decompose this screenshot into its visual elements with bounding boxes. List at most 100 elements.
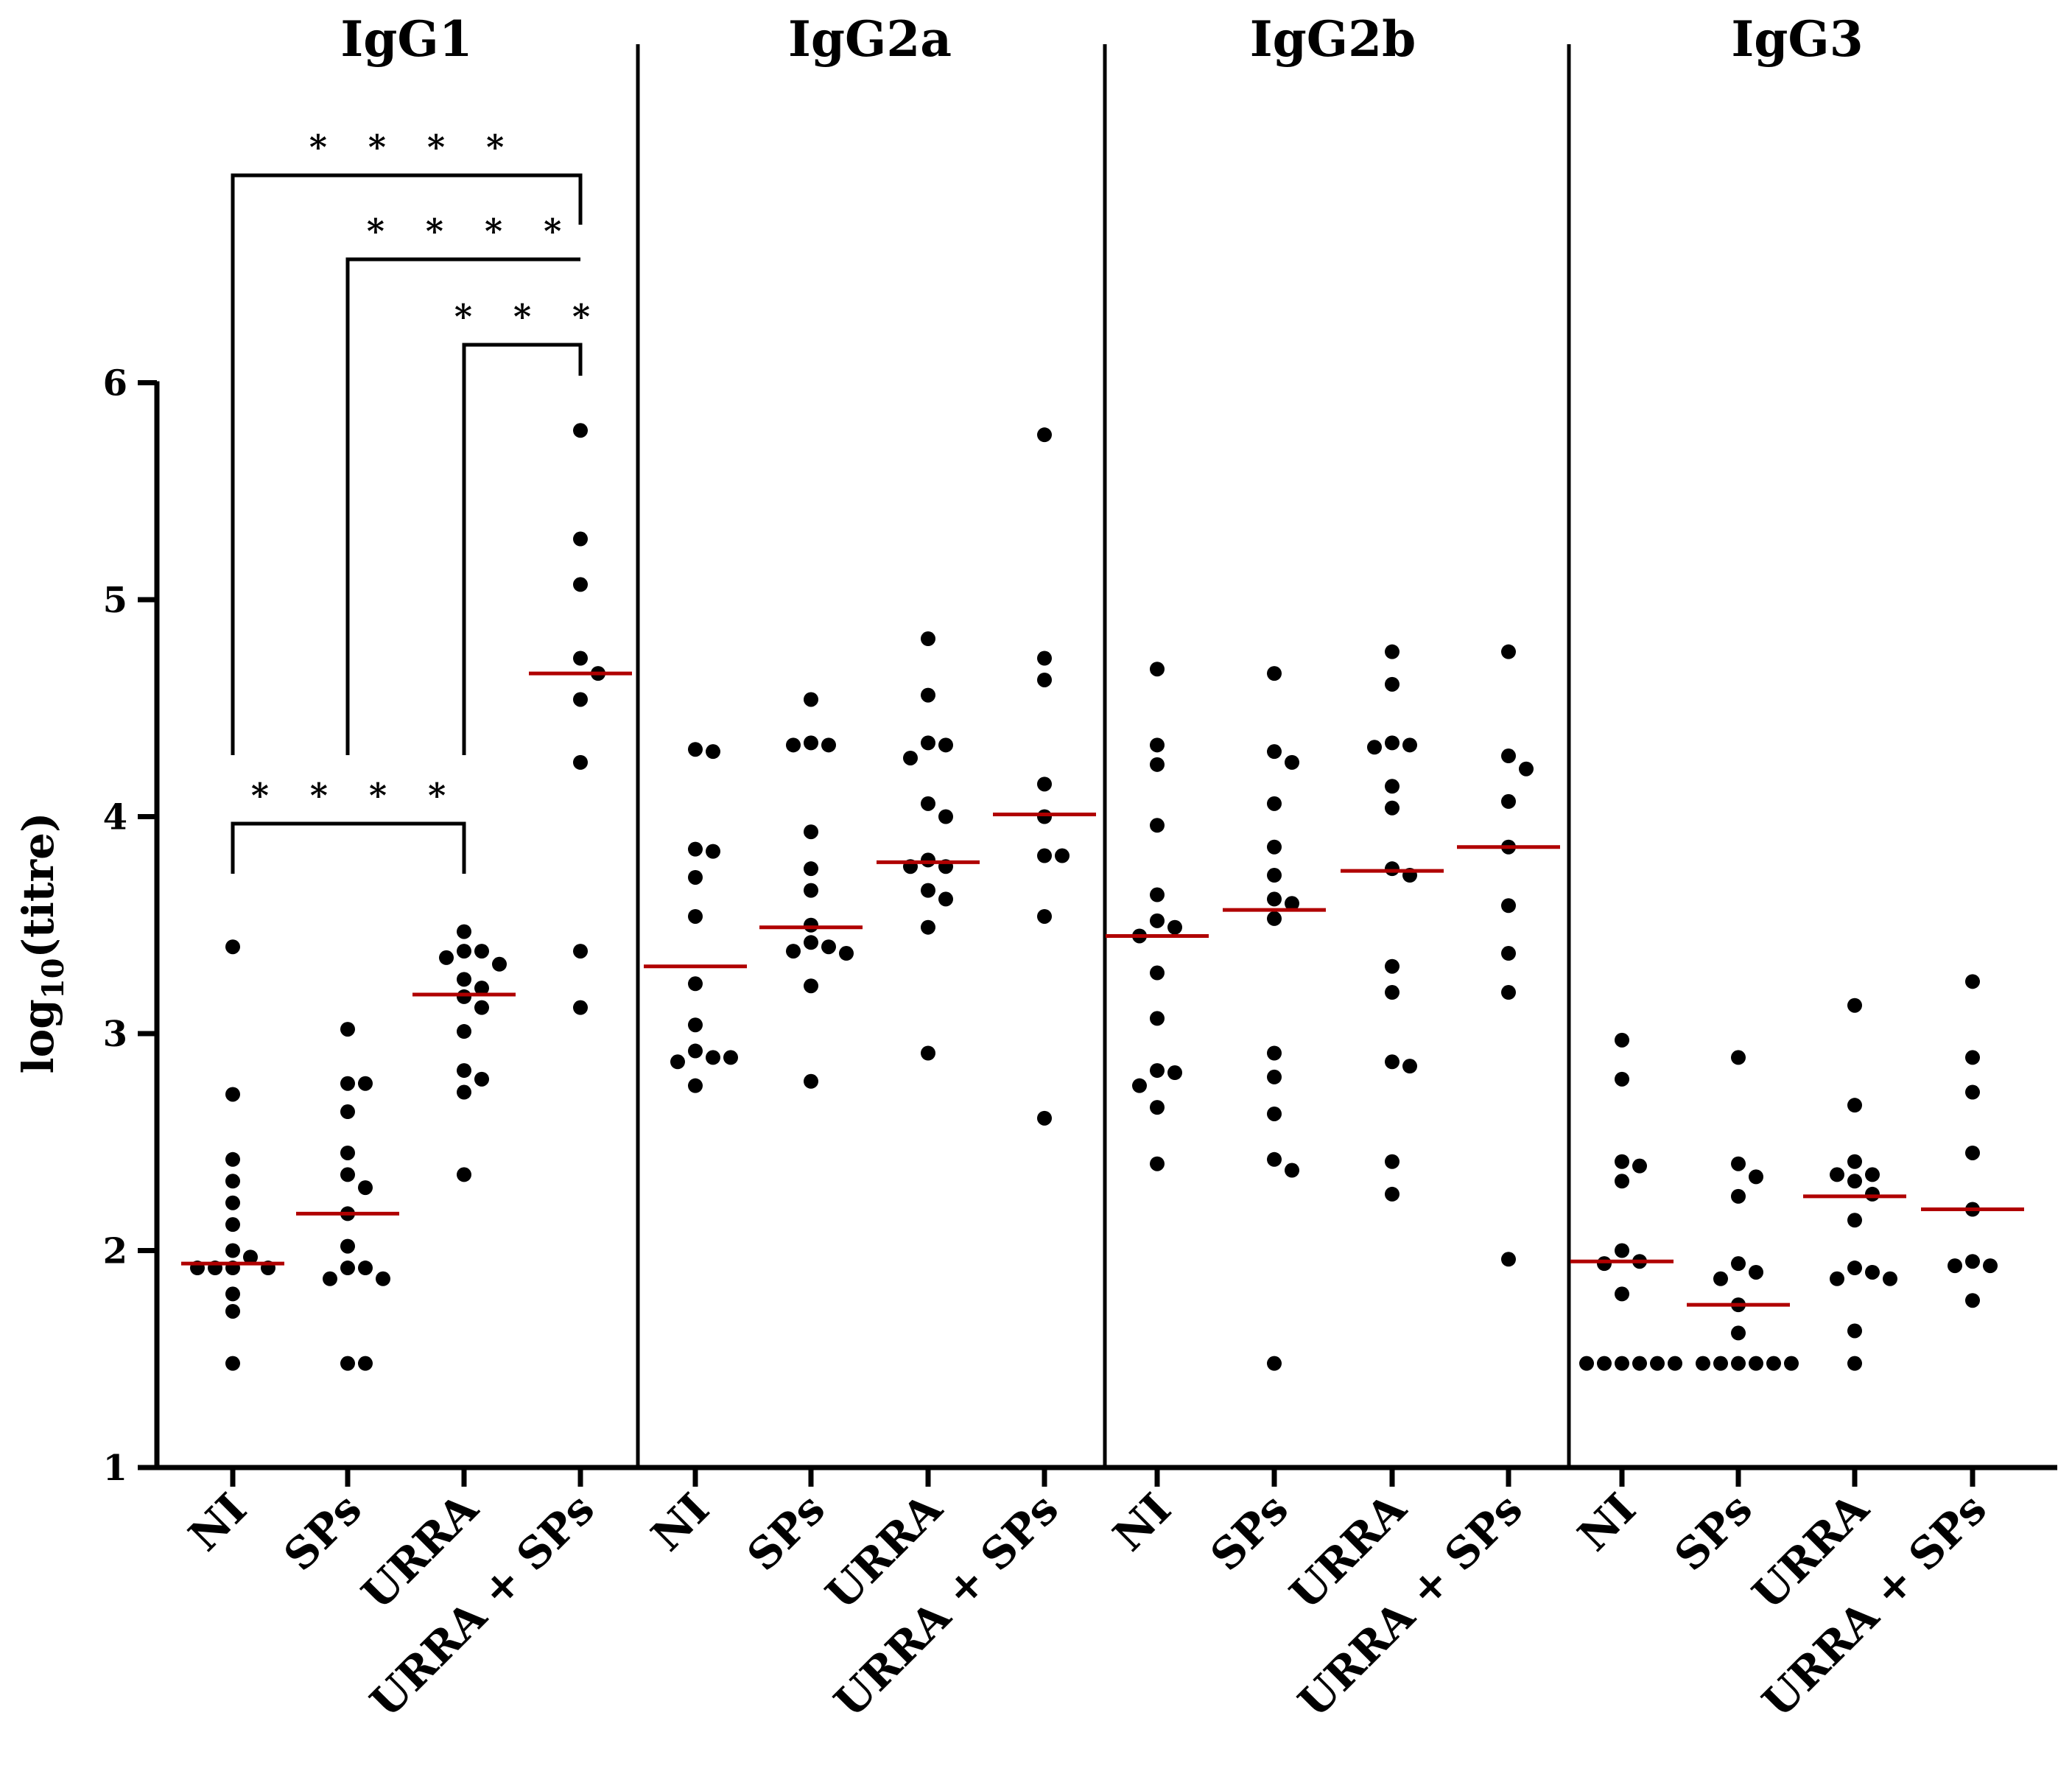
data-point	[1501, 985, 1516, 1000]
data-point	[573, 577, 588, 592]
data-point	[1385, 861, 1400, 877]
data-point	[1784, 1356, 1799, 1371]
data-point	[1285, 896, 1299, 911]
data-point	[786, 944, 801, 959]
data-point	[1668, 1356, 1682, 1371]
data-point	[1696, 1356, 1710, 1371]
data-point	[1037, 908, 1052, 924]
significance-bracket	[231, 821, 466, 874]
data-point	[340, 1356, 355, 1371]
data-point	[921, 735, 935, 751]
data-point	[358, 1356, 373, 1371]
x-tick-label: NI	[642, 1484, 719, 1561]
data-point	[706, 744, 720, 760]
data-point	[1385, 779, 1400, 794]
data-point	[1150, 1063, 1165, 1079]
data-point	[492, 956, 507, 972]
data-point	[1285, 754, 1299, 770]
data-point	[457, 989, 471, 1004]
data-point	[225, 939, 240, 955]
data-point	[1402, 737, 1417, 753]
data-point	[1597, 1356, 1612, 1371]
y-tick-label: 4	[103, 797, 127, 838]
data-point	[1847, 1154, 1862, 1169]
data-point	[804, 978, 818, 994]
data-point	[1267, 839, 1282, 855]
y-tick-label: 5	[103, 580, 127, 621]
data-point	[921, 631, 935, 647]
median-lines	[181, 671, 2024, 1307]
data-point	[225, 1217, 240, 1233]
data-point	[1367, 740, 1382, 755]
data-point	[1267, 911, 1282, 926]
data-point	[1983, 1258, 1998, 1274]
data-point	[474, 1071, 489, 1087]
data-point	[1830, 1167, 1844, 1182]
data-point	[921, 687, 935, 703]
data-point	[1385, 644, 1400, 659]
data-point	[706, 844, 720, 859]
data-point	[1883, 1271, 1897, 1286]
data-point	[1267, 1069, 1282, 1084]
data-point	[1150, 887, 1165, 902]
data-point	[1150, 1011, 1165, 1026]
data-point	[1579, 1356, 1594, 1371]
data-point	[1150, 913, 1165, 928]
data-point	[225, 1195, 240, 1210]
data-point	[1150, 662, 1165, 677]
data-point	[1267, 744, 1282, 760]
data-point	[1037, 427, 1052, 443]
data-point	[1267, 1356, 1282, 1371]
panel-titles: IgG1 IgG2a IgG2b IgG3	[340, 10, 1863, 68]
data-point	[921, 796, 935, 811]
data-point	[1632, 1356, 1647, 1371]
data-point	[457, 1024, 471, 1040]
data-point	[1037, 651, 1052, 666]
data-point	[1501, 898, 1516, 914]
data-point	[921, 919, 935, 935]
data-point	[573, 651, 588, 666]
data-point	[804, 1073, 818, 1089]
y-tick-label: 2	[103, 1231, 127, 1272]
data-point	[804, 917, 818, 933]
data-point	[1267, 666, 1282, 681]
data-point	[1965, 1254, 1980, 1269]
data-point	[1731, 1156, 1746, 1171]
data-point	[1597, 1256, 1612, 1272]
significance-label: * * * *	[367, 211, 576, 251]
data-point	[903, 750, 918, 765]
data-point	[1267, 891, 1282, 907]
significance-bracket	[231, 173, 583, 755]
data-point	[688, 976, 703, 992]
panel-title: IgG2b	[1250, 10, 1416, 68]
data-point	[1267, 1045, 1282, 1061]
data-point	[1650, 1356, 1665, 1371]
data-point	[225, 1243, 240, 1258]
data-point	[688, 869, 703, 885]
x-tick-label: NI	[1103, 1484, 1181, 1561]
data-point	[573, 423, 588, 438]
data-point	[1847, 1323, 1862, 1339]
significance-label: * * * *	[309, 127, 519, 167]
data-point	[706, 1050, 720, 1065]
data-point	[225, 1356, 240, 1371]
data-point	[1965, 1293, 1980, 1308]
data-point	[1167, 1065, 1182, 1081]
data-point	[839, 946, 854, 961]
data-point	[1037, 1110, 1052, 1126]
data-point	[1847, 1213, 1862, 1228]
data-point	[1037, 848, 1052, 863]
data-point	[225, 1174, 240, 1189]
data-point	[1865, 1167, 1880, 1182]
data-point	[439, 950, 454, 965]
data-point	[1731, 1356, 1746, 1371]
y-tick-label: 6	[103, 363, 127, 404]
x-tick-label: SPs	[1201, 1484, 1298, 1581]
data-point	[1749, 1264, 1763, 1280]
data-point	[340, 1076, 355, 1091]
data-point	[804, 692, 818, 707]
x-tick-label: SPs	[737, 1484, 835, 1581]
data-point	[1150, 737, 1165, 753]
data-point	[1847, 1174, 1862, 1189]
data-point	[1847, 998, 1862, 1013]
